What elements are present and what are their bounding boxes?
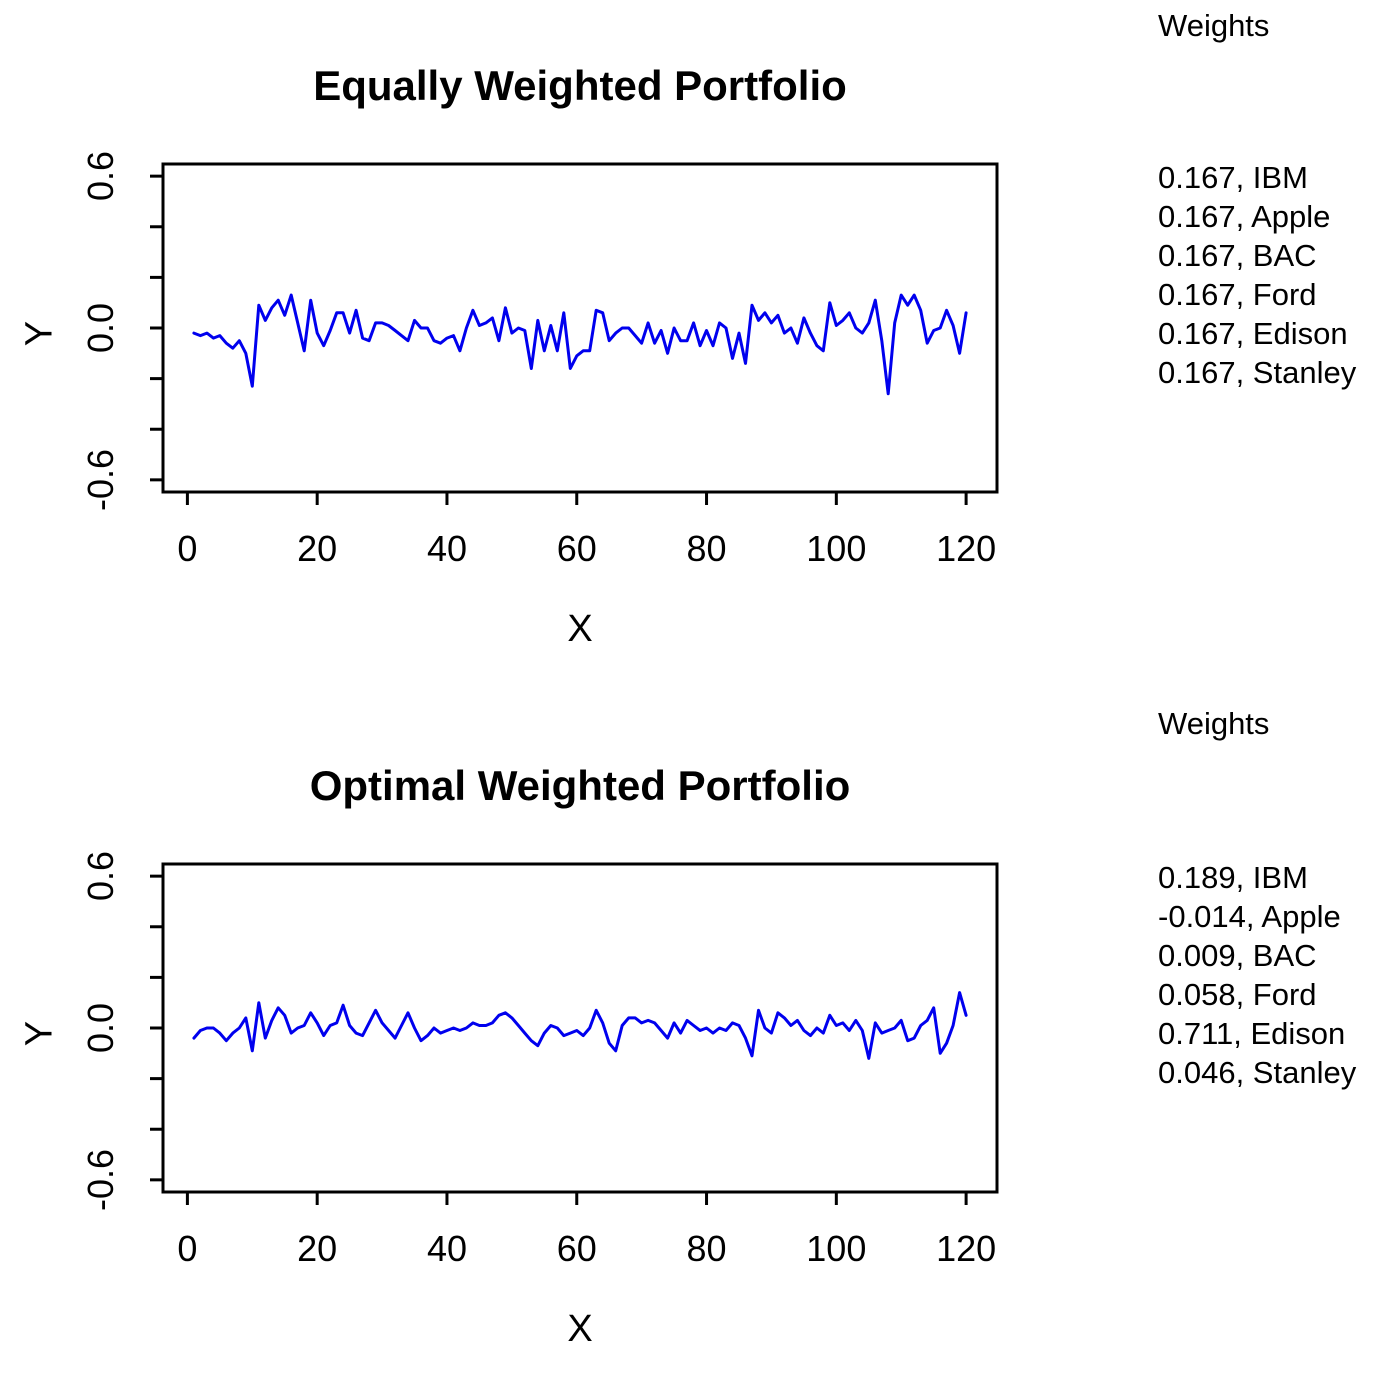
- x-tick-label: 100: [806, 528, 867, 569]
- x-tick-label: 120: [936, 1228, 997, 1269]
- x-tick-label: 0: [177, 1228, 198, 1269]
- chart1-title: Equally Weighted Portfolio: [313, 62, 847, 109]
- chart2-legend-entries: 0.189, IBM -0.014, Apple 0.009, BAC 0.05…: [1158, 858, 1400, 1092]
- x-tick-label: 40: [426, 1228, 467, 1269]
- x-tick-label: 40: [426, 528, 467, 569]
- y-tick-label: 0.0: [80, 302, 121, 354]
- chart2-x-axis-title: X: [567, 1308, 593, 1350]
- chart1-legend-title: Weights: [1158, 8, 1270, 43]
- chart2-y-axis-title: Y: [18, 1020, 61, 1047]
- y-tick-label: -0.6: [80, 448, 121, 511]
- series-line: [192, 293, 968, 396]
- legend-entry: 0.046, Stanley: [1158, 1055, 1357, 1090]
- plot-box: [161, 162, 999, 494]
- legend-entry: 0.189, IBM: [1158, 860, 1308, 895]
- chart2-legend-title-block: Weights: [1158, 706, 1398, 742]
- chart2-legend-title: Weights: [1158, 706, 1270, 741]
- x-tick-label: 0: [177, 528, 198, 569]
- legend-entry: 0.058, Ford: [1158, 977, 1317, 1012]
- legend-entry: 0.167, BAC: [1158, 238, 1317, 273]
- x-tick-label: 20: [297, 1228, 338, 1269]
- y-tick-label: 0.0: [80, 1002, 121, 1054]
- legend-entry: 0.167, IBM: [1158, 160, 1308, 195]
- chart1-y-axis-title: Y: [18, 320, 61, 347]
- x-tick-label: 100: [806, 1228, 867, 1269]
- y-tick-label: -0.6: [80, 1148, 121, 1211]
- series-line: [192, 991, 968, 1060]
- y-tick-label: 0.6: [80, 851, 121, 902]
- legend-entry: 0.167, Apple: [1158, 199, 1331, 234]
- chart1-legend-entries: 0.167, IBM 0.167, Apple 0.167, BAC 0.167…: [1158, 158, 1400, 392]
- x-tick-label: 20: [297, 528, 338, 569]
- chart1-x-axis-title: X: [567, 608, 593, 650]
- x-tick-label: 120: [936, 528, 997, 569]
- legend-entry: 0.711, Edison: [1158, 1016, 1346, 1051]
- y-tick-label: 0.6: [80, 151, 121, 202]
- legend-entry: 0.167, Edison: [1158, 316, 1348, 351]
- legend-entry: 0.009, BAC: [1158, 938, 1317, 973]
- chart1-legend-title-block: Weights: [1158, 8, 1398, 44]
- x-tick-label: 80: [686, 528, 727, 569]
- x-tick-label: 80: [686, 1228, 727, 1269]
- legend-entry: 0.167, Stanley: [1158, 355, 1357, 390]
- x-tick-label: 60: [556, 528, 597, 569]
- chart2-title: Optimal Weighted Portfolio: [309, 762, 851, 809]
- x-tick-label: 60: [556, 1228, 597, 1269]
- legend-entry: -0.014, Apple: [1158, 899, 1341, 934]
- legend-entry: 0.167, Ford: [1158, 277, 1317, 312]
